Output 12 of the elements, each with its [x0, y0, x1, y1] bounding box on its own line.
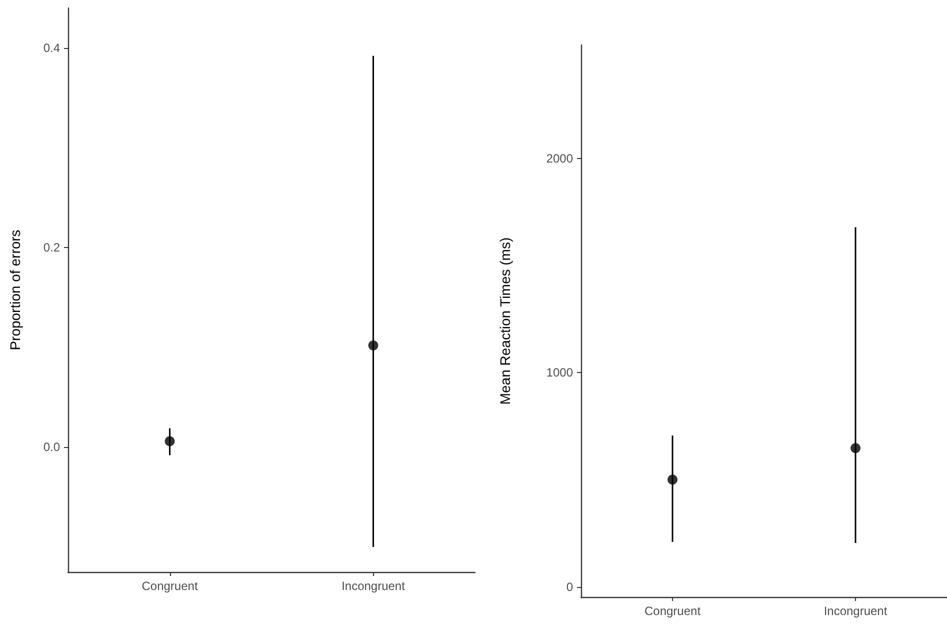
y-axis-title: Mean Reaction Times (ms) — [497, 237, 513, 405]
x-tick-label: Congruent — [644, 604, 702, 618]
x-tick-label: Congruent — [142, 579, 198, 593]
y-tick-label: 2000 — [546, 152, 574, 166]
x-tick-label: Incongruent — [824, 604, 888, 618]
y-tick-label: 0 — [566, 580, 574, 594]
y-tick-label: 0.0 — [43, 440, 60, 454]
y-tick-label: 0.2 — [43, 240, 60, 255]
y-tick-label: 0.4 — [43, 40, 60, 55]
x-tick-label: Incongruent — [342, 579, 406, 593]
y-tick-label: 1000 — [546, 366, 574, 380]
y-axis-title: Proportion of errors — [7, 230, 23, 350]
